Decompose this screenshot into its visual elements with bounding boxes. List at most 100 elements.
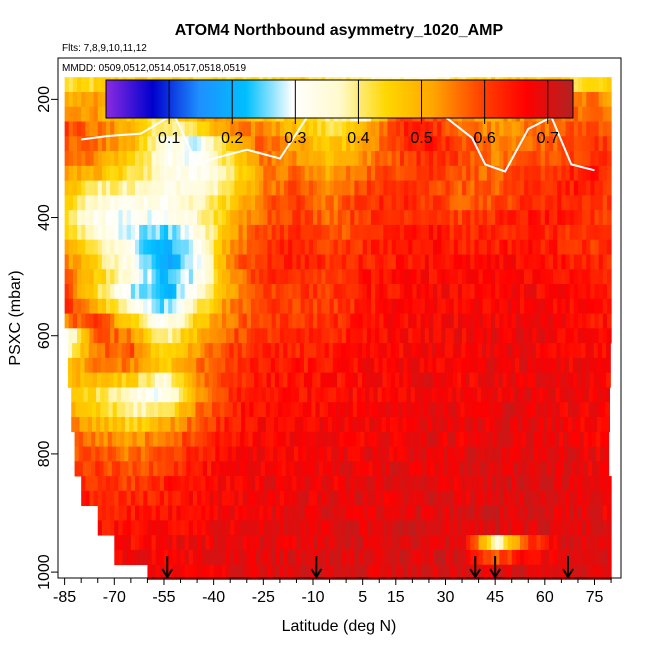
heatmap-cell: [428, 284, 434, 300]
heatmap-cell: [192, 490, 198, 507]
heatmap-cell: [606, 165, 612, 182]
heatmap-cell: [528, 520, 534, 536]
heatmap-cell: [406, 402, 412, 418]
heatmap-cell: [565, 328, 571, 344]
heatmap-cell: [209, 239, 215, 255]
heatmap-cell: [183, 402, 188, 418]
heatmap-cell: [453, 180, 459, 196]
heatmap-cell: [96, 357, 102, 374]
heatmap-cell: [428, 239, 434, 255]
heatmap-cell: [284, 284, 289, 300]
heatmap-cell: [263, 254, 269, 270]
heatmap-cell: [122, 490, 128, 507]
heatmap-cell: [445, 564, 451, 580]
heatmap-cell: [503, 136, 509, 152]
heatmap-cell: [470, 520, 476, 536]
heatmap-cell: [554, 461, 560, 477]
heatmap-cell: [106, 298, 111, 314]
heatmap-cell: [466, 195, 471, 211]
heatmap-cell: [416, 136, 422, 152]
heatmap-cell: [93, 284, 99, 300]
heatmap-cell: [565, 535, 571, 551]
heatmap-cell: [261, 387, 267, 403]
heatmap-cell: [300, 165, 306, 182]
heatmap-cell: [534, 431, 539, 447]
heatmap-cell: [486, 343, 491, 359]
heatmap-cell: [380, 461, 386, 477]
heatmap-cell: [441, 313, 447, 329]
heatmap-cell: [370, 357, 375, 374]
heatmap-cell: [202, 431, 208, 447]
heatmap-cell: [327, 416, 333, 433]
heatmap-cell: [279, 549, 285, 566]
heatmap-cell: [462, 195, 467, 211]
heatmap-cell: [557, 269, 562, 285]
heatmap-cell: [88, 372, 94, 388]
heatmap-cell: [436, 343, 442, 359]
heatmap-cell: [197, 328, 202, 344]
heatmap-cell: [412, 239, 418, 255]
heatmap-cell: [437, 224, 442, 241]
heatmap-cell: [216, 343, 222, 359]
heatmap-cell: [176, 239, 182, 255]
heatmap-cell: [482, 298, 488, 314]
heatmap-cell: [437, 564, 442, 580]
heatmap-cell: [370, 372, 375, 388]
heatmap-cell: [64, 254, 70, 270]
heatmap-cell: [524, 210, 529, 226]
heatmap-cell: [579, 446, 585, 462]
heatmap-cell: [267, 180, 273, 196]
heatmap-cell: [300, 180, 306, 196]
heatmap-cell: [507, 490, 513, 507]
heatmap-cell: [577, 476, 583, 492]
heatmap-cell: [240, 431, 245, 447]
heatmap-cell: [481, 357, 487, 374]
heatmap-cell: [457, 490, 463, 507]
heatmap-cell: [292, 549, 298, 566]
heatmap-cell: [449, 564, 455, 580]
heatmap-cell: [71, 387, 76, 403]
heatmap-cell: [321, 328, 327, 344]
heatmap-cell: [391, 313, 397, 329]
heatmap-cell: [524, 564, 529, 580]
heatmap-cell: [130, 254, 136, 270]
heatmap-cell: [221, 210, 227, 226]
heatmap-cell: [246, 224, 252, 241]
heatmap-cell: [250, 343, 255, 359]
heatmap-cell: [582, 328, 587, 344]
heatmap-cell: [170, 402, 176, 418]
colorbar: 0.1 0.2 0.3 0.4 0.5 0.6 0.7: [105, 79, 574, 147]
profile-arrow-head: [489, 568, 502, 579]
heatmap-cell: [234, 284, 240, 300]
heatmap-cell: [230, 535, 235, 551]
heatmap-cell: [548, 490, 554, 507]
heatmap-cell: [515, 136, 521, 152]
heatmap-cell: [282, 416, 288, 433]
heatmap-cell: [205, 151, 211, 167]
heatmap-cell: [89, 298, 95, 314]
heatmap-cell: [205, 269, 211, 285]
heatmap-cell: [437, 549, 442, 566]
heatmap-cell: [201, 210, 206, 226]
heatmap-cell: [217, 505, 223, 521]
heatmap-cell: [176, 269, 182, 285]
heatmap-cell: [586, 535, 591, 551]
heatmap-cell: [200, 357, 206, 374]
heatmap-cell: [452, 402, 457, 418]
heatmap-cell: [481, 343, 487, 359]
heatmap-cell: [275, 180, 281, 196]
heatmap-cell: [263, 313, 269, 329]
heatmap-cell: [143, 328, 149, 344]
heatmap-cell: [571, 431, 577, 447]
heatmap-cell: [176, 490, 182, 507]
heatmap-cell: [586, 328, 591, 344]
heatmap-cell: [404, 224, 409, 241]
heatmap-cell: [397, 446, 403, 462]
heatmap-cell: [401, 446, 407, 462]
heatmap-cell: [230, 254, 235, 270]
heatmap-cell: [245, 416, 250, 433]
heatmap-cell: [557, 180, 562, 196]
heatmap-cell: [134, 343, 139, 359]
heatmap-cell: [255, 165, 260, 182]
heatmap-cell: [412, 224, 418, 241]
